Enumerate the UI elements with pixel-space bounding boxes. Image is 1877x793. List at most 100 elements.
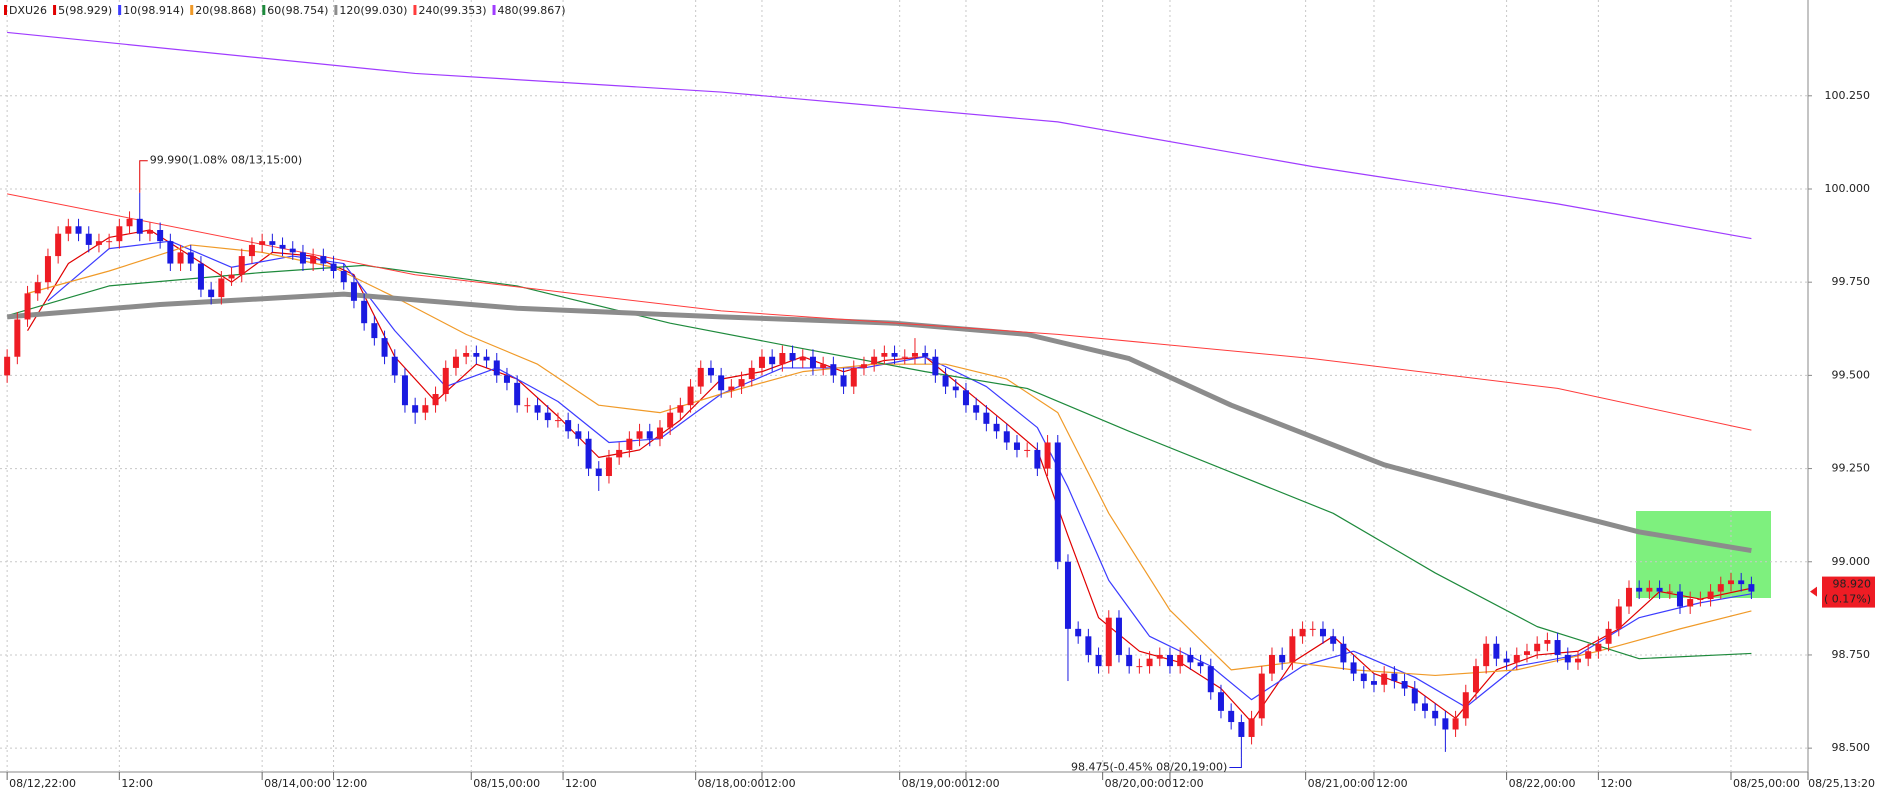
- candle-body: [881, 353, 888, 357]
- candle-body: [432, 394, 439, 406]
- candle-body: [1625, 587, 1632, 607]
- candle-body: [1105, 617, 1112, 667]
- legend-label: 5(98.929): [58, 4, 112, 17]
- candle-body: [208, 289, 215, 298]
- candle-body: [1452, 718, 1459, 730]
- candle-body: [1309, 628, 1316, 630]
- candle-body: [1442, 718, 1449, 730]
- candle-body: [718, 375, 725, 391]
- x-tick-label: 08/25,00:00: [1733, 777, 1800, 790]
- candle-body: [860, 364, 867, 368]
- candle-body: [463, 353, 470, 357]
- legend-swatch: [334, 5, 338, 15]
- x-tick-label: 08/15,00:00: [473, 777, 540, 790]
- candle-body: [299, 252, 306, 264]
- candle-body: [1136, 666, 1143, 668]
- candle-body: [1197, 662, 1204, 667]
- y-tick-label: 99.750: [1832, 275, 1871, 288]
- candle-body: [340, 271, 347, 283]
- legend-swatch: [53, 5, 57, 15]
- candle-body: [85, 233, 92, 245]
- candle-body: [738, 379, 745, 387]
- legend-label: 120(99.030): [339, 4, 407, 17]
- candle-body: [1462, 692, 1469, 719]
- candle-body: [1360, 673, 1367, 682]
- candle-body: [1126, 654, 1133, 667]
- candle-body: [1258, 673, 1265, 719]
- candle-body: [769, 356, 776, 365]
- candle-body: [1707, 591, 1714, 600]
- candle-body: [524, 405, 531, 407]
- candle-body: [330, 263, 337, 272]
- candle-body: [1248, 718, 1255, 737]
- candle-body: [248, 244, 255, 257]
- candle-body: [1013, 442, 1020, 450]
- y-tick-label: 99.000: [1832, 555, 1871, 568]
- candle-body: [1636, 587, 1643, 592]
- candle-body: [1411, 688, 1418, 704]
- candle-body: [350, 282, 357, 301]
- candle-body: [1717, 584, 1724, 592]
- candle-body: [809, 356, 816, 368]
- candle-body: [75, 226, 82, 234]
- price-label: 98.920: [1833, 578, 1872, 591]
- y-tick-label: 100.250: [1825, 89, 1871, 102]
- candle-body: [850, 367, 857, 387]
- candle-body: [901, 356, 908, 358]
- candle-body: [799, 356, 806, 361]
- candle-body: [65, 226, 72, 234]
- candle-body: [391, 356, 398, 376]
- candle-body: [289, 248, 296, 253]
- annotation-pointer: [139, 160, 148, 193]
- candle-body: [932, 356, 939, 376]
- candle-body: [1432, 710, 1439, 719]
- legend-label: 240(99.353): [418, 4, 486, 17]
- x-tick-label: 08/14,00:00: [264, 777, 331, 790]
- candle-body: [1330, 636, 1337, 644]
- candle-body: [422, 405, 429, 413]
- candle-body: [1044, 442, 1051, 469]
- candle-body: [616, 449, 623, 458]
- candle-body: [585, 438, 592, 469]
- candle-body: [1217, 692, 1224, 711]
- candle-body: [820, 364, 827, 368]
- candle-body: [4, 356, 11, 376]
- candle-body: [1075, 628, 1082, 637]
- candle-body: [1615, 606, 1622, 629]
- x-tick-label: 12:00: [336, 777, 368, 790]
- candle-body: [514, 382, 521, 406]
- y-tick-label: 98.750: [1832, 648, 1871, 661]
- candle-body: [1493, 643, 1500, 659]
- candle-body: [269, 241, 276, 245]
- candle-body: [1472, 666, 1479, 693]
- candle-body: [1166, 654, 1173, 667]
- candle-body: [55, 233, 62, 257]
- candle-body: [1738, 580, 1745, 585]
- x-tick-label: 08/25,13:20: [1808, 777, 1875, 790]
- candle-body: [626, 438, 633, 450]
- candle-body: [993, 423, 1000, 432]
- x-tick-label: 08/12,22:00: [9, 777, 76, 790]
- price-tag: [1822, 576, 1875, 608]
- candle-body: [1085, 636, 1092, 655]
- candle-body: [1676, 591, 1683, 607]
- y-tick-label: 98.500: [1832, 741, 1871, 754]
- annotation-label: 99.990(1.08% 08/13,15:00): [150, 154, 302, 167]
- candle-body: [95, 241, 102, 245]
- candle-body: [187, 252, 194, 264]
- candle-body: [146, 229, 153, 234]
- candle-body: [636, 431, 643, 439]
- legend-swatch: [118, 5, 122, 15]
- candle-body: [891, 353, 898, 357]
- x-tick-label: 08/21,00:00: [1308, 777, 1375, 790]
- candle-body: [565, 420, 572, 432]
- candle-body: [1483, 643, 1490, 667]
- legend-label: 480(99.867): [498, 4, 566, 17]
- candle-body: [238, 256, 245, 275]
- x-tick-label: 12:00: [121, 777, 153, 790]
- ma-line: [7, 193, 1752, 431]
- candle-body: [605, 457, 612, 477]
- candle-body: [687, 386, 694, 406]
- candle-body: [157, 229, 164, 242]
